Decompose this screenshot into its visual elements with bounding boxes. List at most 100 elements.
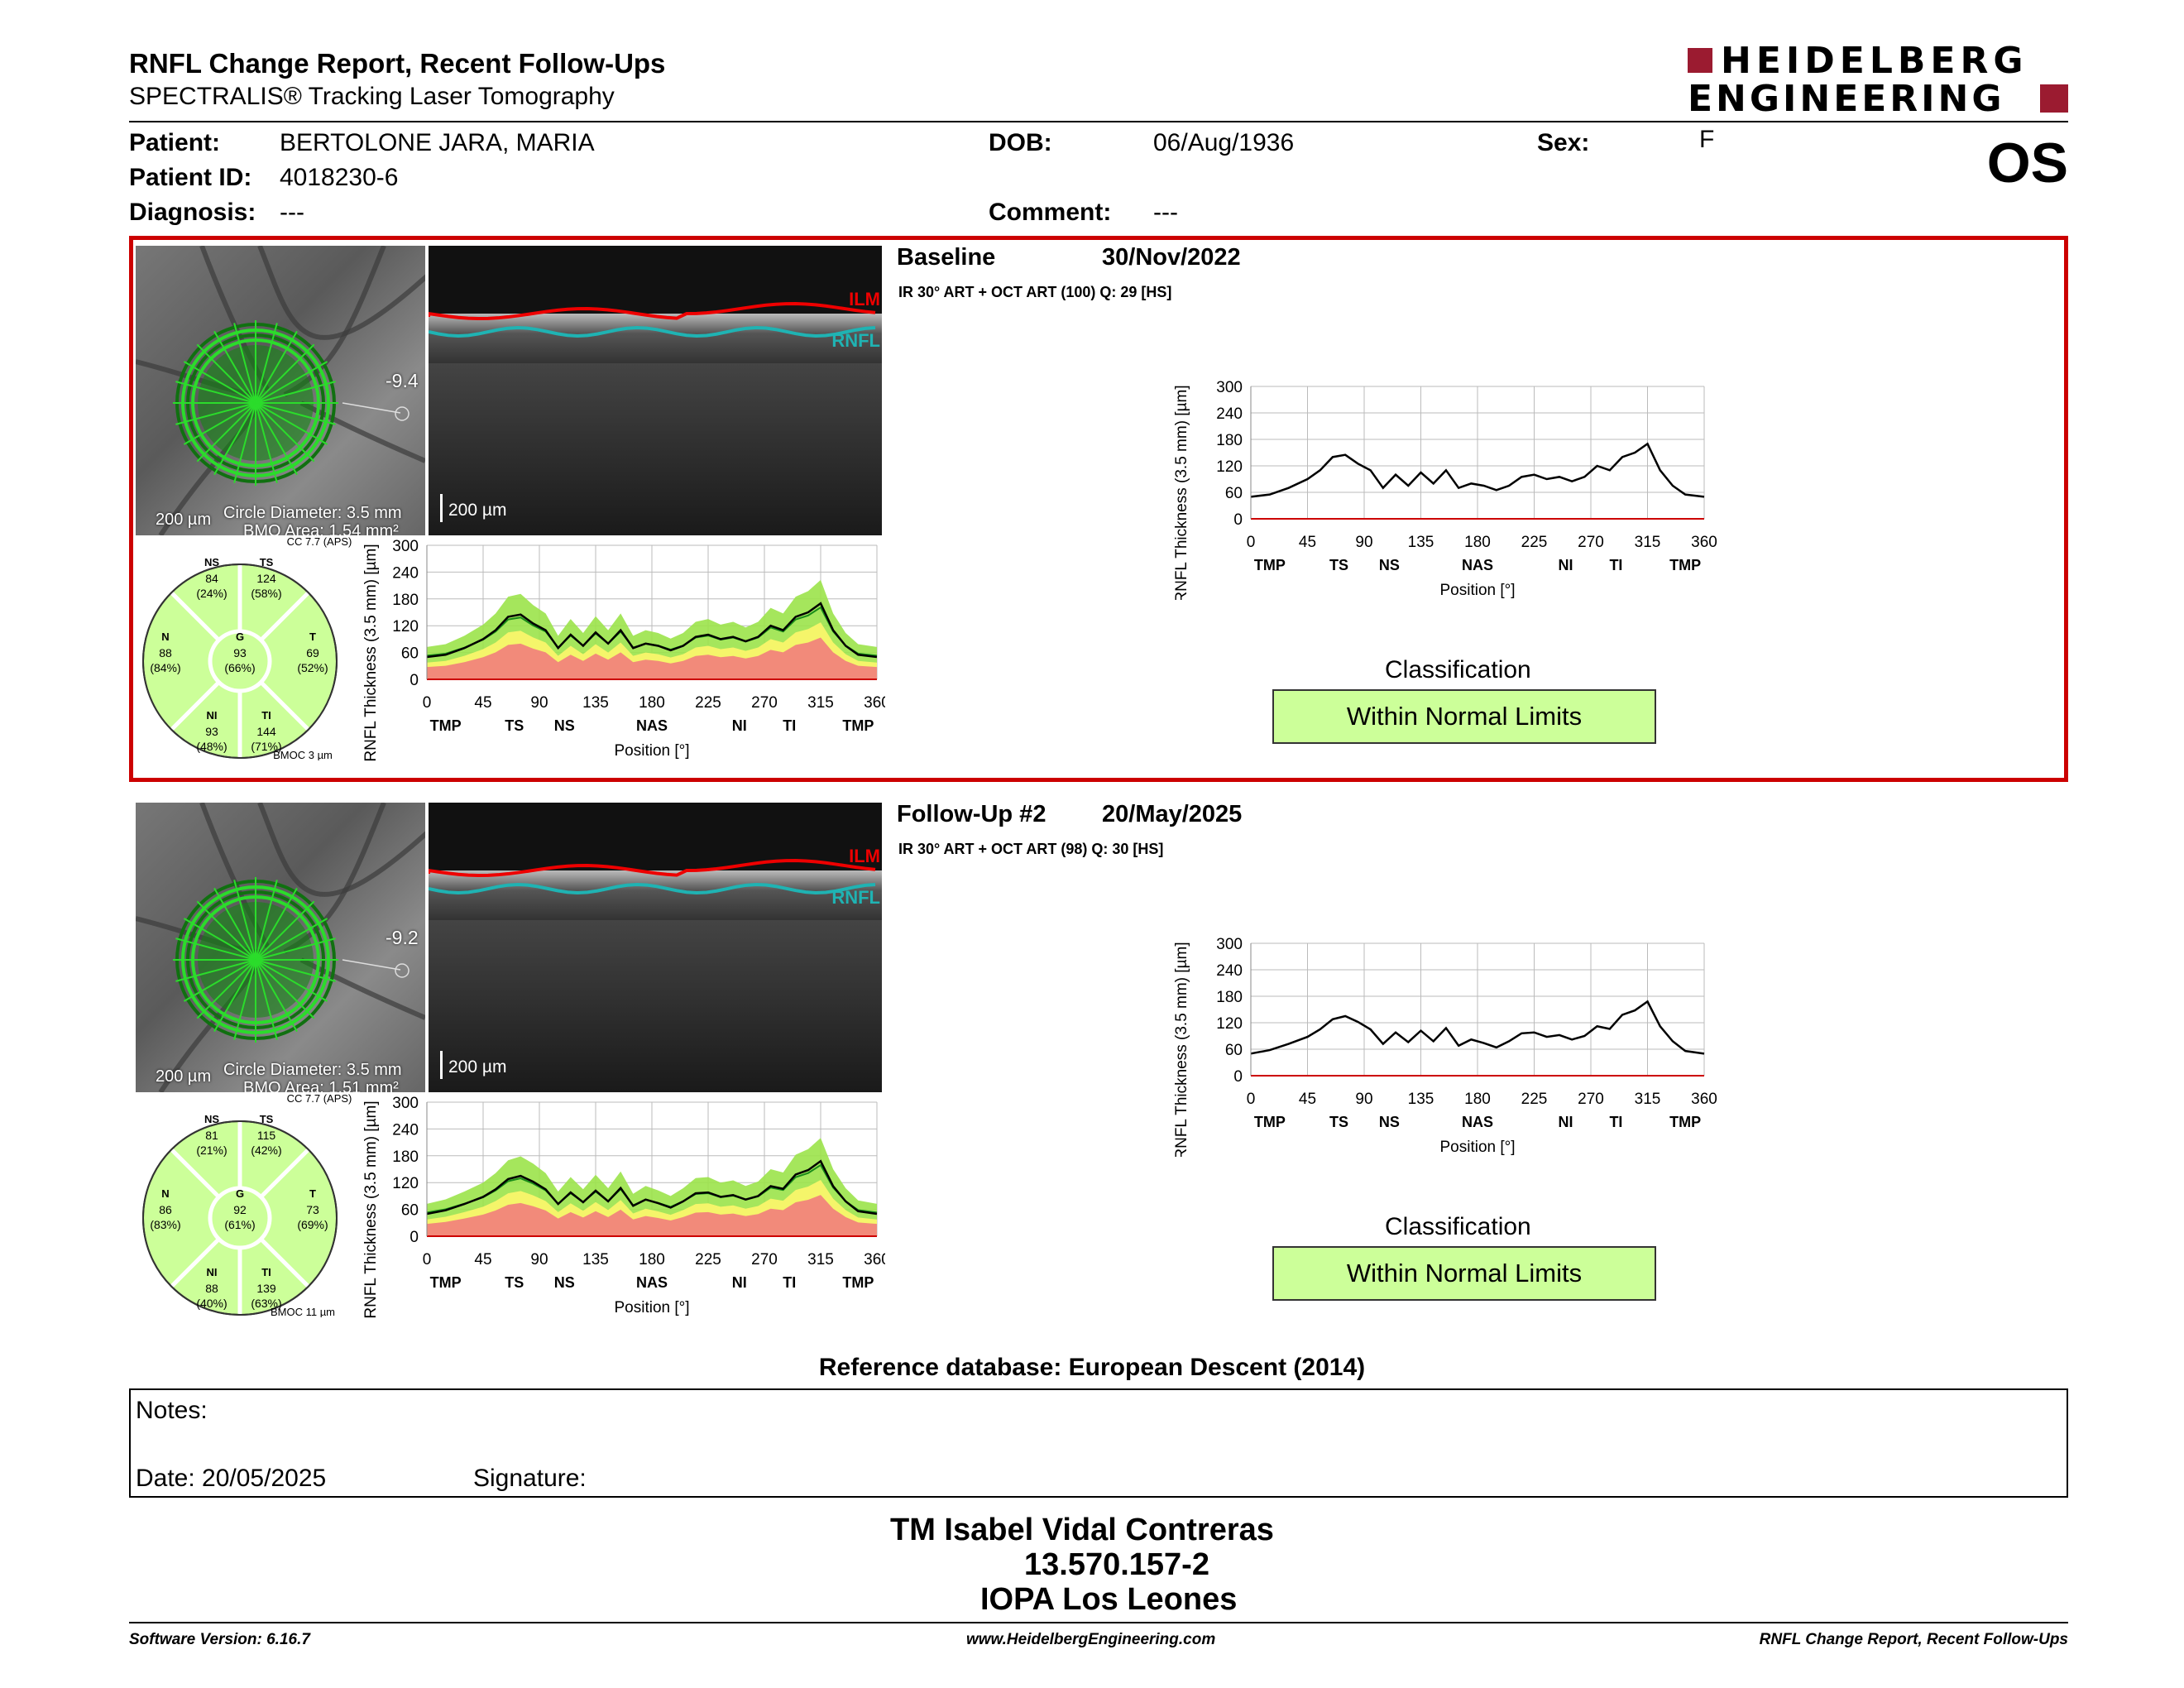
followup-bmoc-label: BMOC 11 µm: [271, 1306, 335, 1317]
followup-exam-label: Follow-Up #2: [897, 801, 1046, 827]
baseline-sector-ts-pct: (58%): [251, 587, 281, 600]
baseline-fovea-offset: -9.4: [386, 370, 419, 391]
baseline-classification-label: Classification: [1385, 656, 1531, 683]
followup-sector-ns-name: NS: [204, 1113, 219, 1125]
sector-axis-label: TS: [1329, 557, 1348, 573]
x-tick-label: 225: [695, 694, 721, 712]
followup-sector-n-name: N: [161, 1187, 169, 1200]
y-tick-label: 240: [392, 1121, 419, 1139]
followup-bscan-scale: 200 µm: [448, 1057, 507, 1077]
followup-circle-diameter: Circle Diameter: 3.5 mm: [223, 1061, 402, 1079]
x-tick-label: 135: [1408, 1091, 1434, 1108]
baseline-sector-g-pct: (66%): [224, 661, 255, 674]
website-link[interactable]: www.HeidelbergEngineering.com: [966, 1631, 1216, 1648]
y-tick-label: 120: [392, 1175, 419, 1192]
x-tick-label: 225: [695, 1251, 721, 1268]
followup-sector-t-value: 73: [306, 1203, 319, 1216]
signer-name: TM Isabel Vidal Contreras: [890, 1513, 1274, 1547]
sex-value: F: [1699, 126, 1715, 153]
baseline-sector-ns-name: NS: [204, 556, 219, 568]
baseline-sector-t-pct: (52%): [297, 661, 328, 674]
followup-acquisition: IR 30° ART + OCT ART (98) Q: 30 [HS]: [898, 841, 1164, 857]
x-tick-label: 45: [1299, 534, 1316, 551]
sector-axis-label: TI: [1609, 1114, 1622, 1130]
y-tick-label: 300: [1216, 379, 1243, 396]
baseline-sector-g-name: G: [236, 631, 244, 643]
x-tick-label: 90: [1355, 534, 1372, 551]
baseline-bscan-scale: 200 µm: [448, 501, 507, 520]
baseline-sector-ti-name: TI: [261, 709, 271, 722]
x-tick-label: 270: [751, 1251, 778, 1268]
diagnosis-value: ---: [280, 199, 304, 226]
y-tick-label: 120: [1216, 1015, 1243, 1033]
baseline-sector-ni-value: 93: [205, 725, 218, 738]
sector-axis-label: TMP: [1669, 557, 1701, 573]
software-version: Software Version: 6.16.7: [129, 1631, 310, 1648]
comment-value: ---: [1153, 199, 1178, 226]
followup-bmo-area: BMO Area: 1.51 mm²: [243, 1079, 399, 1092]
y-tick-label: 240: [1216, 962, 1243, 980]
followup-sector-ti-name: TI: [261, 1266, 271, 1278]
baseline-bmo-area: BMO Area: 1.54 mm²: [243, 522, 399, 535]
baseline-sector-ns-value: 84: [205, 572, 218, 585]
followup-sector-ni-name: NI: [207, 1266, 218, 1278]
sector-axis-label: NS: [1379, 1114, 1400, 1130]
baseline-sector-chart: NS 84 (24%) TS 124 (58%) N 88 (84%) G 93 (66%) T 69 (5…: [141, 535, 364, 761]
followup-sector-g-name: G: [236, 1187, 244, 1200]
rnfl-thickness-line: [426, 1159, 878, 1216]
x-tick-label: 0: [423, 694, 432, 712]
x-tick-label: 270: [751, 694, 778, 712]
baseline-exam-date: 30/Nov/2022: [1102, 244, 1241, 271]
y-tick-label: 60: [401, 645, 419, 663]
followup-sector-n-pct: (83%): [150, 1218, 180, 1231]
followup-sector-ni-value: 88: [205, 1282, 218, 1295]
baseline-large-chart: 0 60 120 180 240 300 0 45 90 135 180 225 270 315 360 TM…: [1166, 376, 1729, 603]
followup-sector-ts-pct: (42%): [251, 1144, 281, 1157]
y-tick-label: 0: [1233, 1068, 1243, 1086]
followup-fundus-overlay: [136, 803, 425, 1092]
sector-axis-label: TS: [505, 1274, 524, 1291]
y-tick-label: 0: [1233, 511, 1243, 529]
baseline-sector-ni-pct: (48%): [196, 740, 227, 753]
baseline-fundus-image: -9.4 200 µm Circle Diameter: 3.5 mm BMO Are…: [136, 246, 425, 535]
followup-sector-t-pct: (69%): [297, 1218, 328, 1231]
report-name-footer: RNFL Change Report, Recent Follow-Ups: [1759, 1631, 2068, 1648]
x-tick-label: 180: [1464, 534, 1491, 551]
signer-org: IOPA Los Leones: [980, 1582, 1238, 1617]
baseline-ilm-label: ILM: [849, 289, 880, 309]
sector-axis-label: NAS: [1462, 557, 1493, 573]
x-axis-label: Position [°]: [1439, 582, 1515, 599]
x-tick-label: 180: [639, 1251, 665, 1268]
sector-axis-label: NI: [1559, 557, 1573, 573]
brand-logo: HEIDELBERG ENGINEERING: [1688, 40, 2068, 120]
followup-sector-ni-pct: (40%): [196, 1297, 227, 1310]
x-tick-label: 315: [1635, 1091, 1661, 1108]
sector-axis-label: TMP: [842, 717, 874, 734]
x-tick-label: 135: [582, 694, 609, 712]
x-tick-label: 270: [1578, 534, 1604, 551]
followup-small-chart: 0 60 120 180 240 300 0 45 90 135 180 225 270 315 360 TM…: [356, 1092, 890, 1324]
baseline-circle-diameter: Circle Diameter: 3.5 mm: [223, 504, 402, 522]
brand-line1: HEIDELBERG: [1721, 40, 2028, 82]
sector-axis-label: NI: [732, 717, 747, 734]
brand-line2: ENGINEERING: [1688, 78, 2005, 120]
followup-sector-ts-name: TS: [260, 1113, 274, 1125]
followup-fundus-image: -9.2 200 µm Circle Diameter: 3.5 mm BMO Are…: [136, 803, 425, 1092]
baseline-fundus-scale: 200 µm: [156, 511, 212, 529]
x-tick-label: 270: [1578, 1091, 1604, 1108]
x-tick-label: 360: [864, 1251, 885, 1268]
baseline-sector-ni-name: NI: [207, 709, 218, 722]
x-tick-label: 45: [474, 1251, 491, 1268]
x-tick-label: 0: [1247, 534, 1256, 551]
followup-exam-date: 20/May/2025: [1102, 801, 1243, 827]
baseline-panel: [129, 236, 2068, 782]
reference-database: Reference database: European Descent (20…: [818, 1354, 1366, 1381]
baseline-sector-ts-name: TS: [260, 556, 274, 568]
sector-axis-label: NI: [732, 1274, 747, 1291]
followup-sector-ts-value: 115: [257, 1129, 276, 1142]
followup-sector-ti-pct: (63%): [251, 1297, 281, 1310]
date-label: Date: 20/05/2025: [136, 1465, 327, 1492]
sector-axis-label: NAS: [1462, 1114, 1493, 1130]
sector-axis-label: TMP: [1254, 1114, 1286, 1130]
baseline-fundus-overlay: [136, 246, 425, 535]
